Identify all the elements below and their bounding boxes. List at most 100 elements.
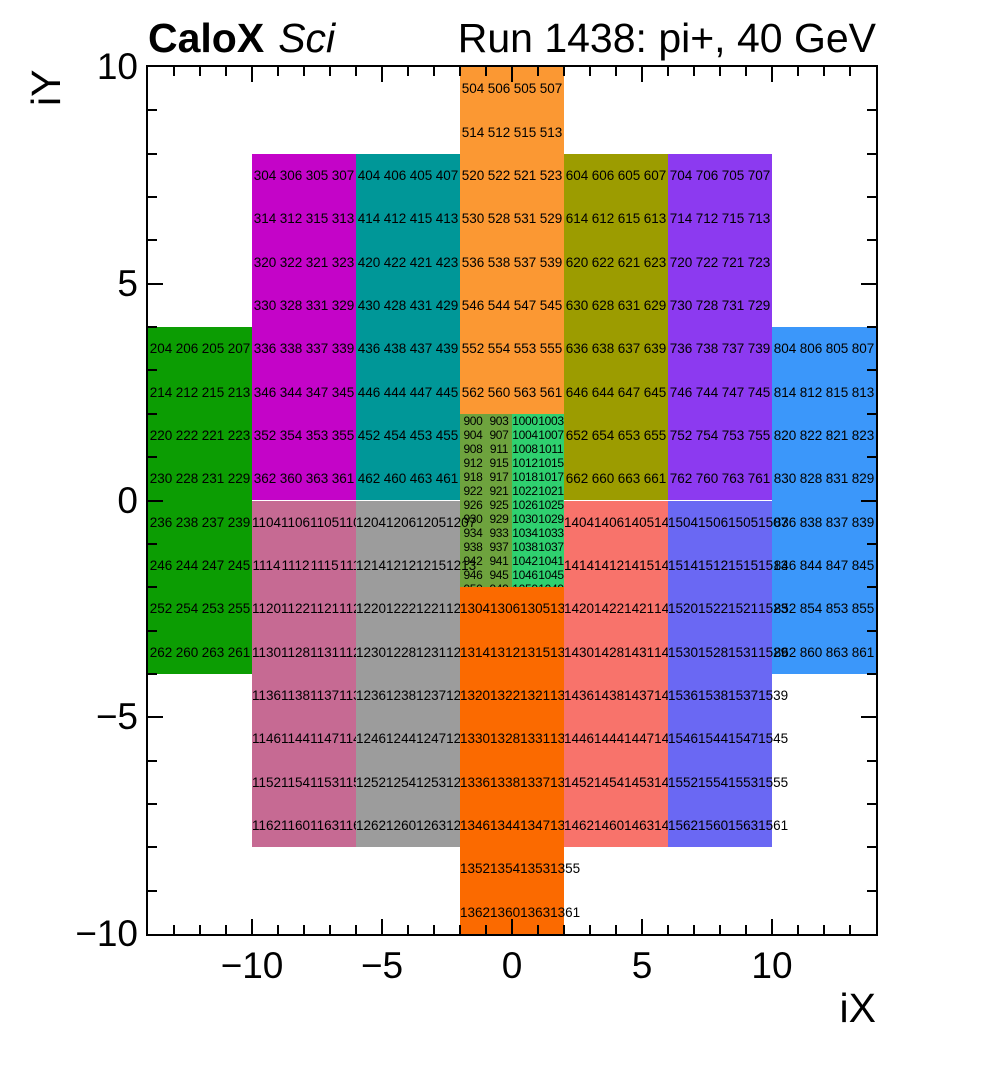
x-minor-tick [797, 925, 799, 934]
cell-1012: 1012 [512, 455, 538, 470]
y-tick-label-5: 5 [117, 262, 138, 304]
cell-945: 945 [489, 567, 509, 582]
cell-314: 314 [253, 211, 277, 227]
cell-1115: 1115 [310, 558, 339, 574]
cell-623: 623 [643, 254, 667, 270]
cell-1128: 1128 [281, 644, 311, 660]
cell-946: 946 [463, 567, 483, 582]
cell-1121: 1121 [310, 601, 340, 617]
cell-322: 322 [279, 254, 303, 270]
block-row: 1046 1045 [512, 568, 564, 582]
cell-1314: 1314 [460, 644, 491, 660]
x-minor-tick [693, 925, 695, 934]
block-row: 1552 1554 1553 1555 [668, 761, 788, 804]
cell-231: 231 [201, 471, 225, 487]
y-minor-tick [867, 672, 876, 675]
cell-1138: 1138 [281, 688, 311, 704]
cell-644: 644 [591, 384, 615, 400]
cell-222: 222 [175, 427, 199, 443]
cell-1420: 1420 [564, 601, 595, 617]
cell-1315: 1315 [520, 644, 551, 660]
cell-863: 863 [825, 644, 849, 660]
plot-frame: 204 206 205 207 214 212 215 213 220 222 221 223 230 2… [146, 65, 878, 936]
cell-1430: 1430 [564, 644, 595, 660]
plot-title-left: CaloX Sci [148, 16, 335, 60]
block-row: 1362 1360 1363 1361 [460, 891, 580, 934]
block-row: 912 915 [460, 456, 512, 470]
block-row: 1536 1538 1537 1539 [668, 674, 788, 717]
cell-807: 807 [851, 341, 875, 357]
x-minor-tick [719, 925, 721, 934]
cell-705: 705 [721, 167, 745, 183]
cell-613: 613 [643, 211, 667, 227]
block-row: 620 622 621 623 [564, 240, 668, 283]
block-row: 1330132813311329 [460, 717, 580, 760]
cell-829: 829 [851, 471, 875, 487]
cell-844: 844 [799, 558, 823, 573]
cell-1029: 1029 [538, 511, 564, 526]
cell-329: 329 [331, 297, 355, 313]
block-row: 836 838 837 839 [772, 500, 876, 543]
x-major-tick [251, 67, 253, 82]
cell-661: 661 [643, 471, 667, 487]
cell-763: 763 [721, 471, 745, 487]
x-minor-tick [173, 925, 175, 934]
cell-1004: 1004 [512, 427, 538, 442]
cell-942: 942 [463, 553, 483, 568]
cell-263: 263 [201, 644, 225, 660]
cell-1041: 1041 [538, 553, 564, 568]
block-row: 504 506 505 507 [460, 67, 564, 110]
cell-653: 653 [617, 427, 641, 443]
block-row: 930 929 [460, 512, 512, 526]
x-minor-tick [329, 925, 331, 934]
cell-652: 652 [565, 427, 589, 443]
cell-1453: 1453 [624, 774, 655, 790]
cell-630: 630 [565, 297, 589, 313]
cell-306: 306 [279, 167, 303, 183]
cell-908: 908 [463, 441, 483, 456]
cell-531: 531 [513, 211, 537, 227]
cell-839: 839 [851, 514, 875, 530]
cell-429: 429 [435, 297, 459, 313]
cell-461: 461 [435, 471, 459, 487]
cell-361: 361 [331, 471, 355, 487]
cell-1008: 1008 [512, 441, 538, 456]
cell-739: 739 [747, 341, 771, 357]
block-row: 946 945 [460, 568, 512, 582]
block-row: 614 612 615 613 [564, 197, 668, 240]
cell-1105: 1105 [310, 514, 340, 530]
cell-305: 305 [305, 167, 329, 183]
cell-354: 354 [279, 427, 303, 443]
y-tick-label--5: −5 [95, 696, 138, 738]
block-row: 720 722 721 723 [668, 240, 772, 283]
block-row: 938 937 [460, 540, 512, 554]
cell-561: 561 [539, 384, 563, 400]
block-row: 330 328 331 329 [252, 284, 356, 327]
cell-555: 555 [539, 341, 563, 357]
cell-736: 736 [669, 341, 693, 357]
cell-921: 921 [489, 483, 509, 498]
cell-504: 504 [461, 81, 485, 97]
x-minor-tick [615, 925, 617, 934]
cell-762: 762 [669, 471, 693, 487]
cell-754: 754 [695, 427, 719, 443]
x-minor-tick [329, 67, 331, 76]
cell-1330: 1330 [460, 731, 491, 747]
block-row: 314 312 315 313 [252, 197, 356, 240]
x-minor-tick [537, 67, 539, 76]
block-row: 752 754 753 755 [668, 414, 772, 457]
cell-255: 255 [227, 601, 251, 617]
cell-1025: 1025 [538, 497, 564, 512]
cell-847: 847 [825, 558, 849, 573]
cell-723: 723 [747, 254, 771, 270]
x-minor-tick [797, 67, 799, 76]
cell-407: 407 [435, 167, 459, 183]
cell-1252: 1252 [356, 774, 387, 790]
cell-1114: 1114 [252, 558, 281, 574]
cell-1137: 1137 [310, 688, 340, 704]
cell-812: 812 [799, 384, 823, 400]
cell-453: 453 [409, 427, 433, 443]
cell-934: 934 [463, 525, 483, 540]
block-row: 552 554 553 555 [460, 327, 564, 370]
block-row: 1520 1522 1521 1523 [668, 587, 788, 630]
